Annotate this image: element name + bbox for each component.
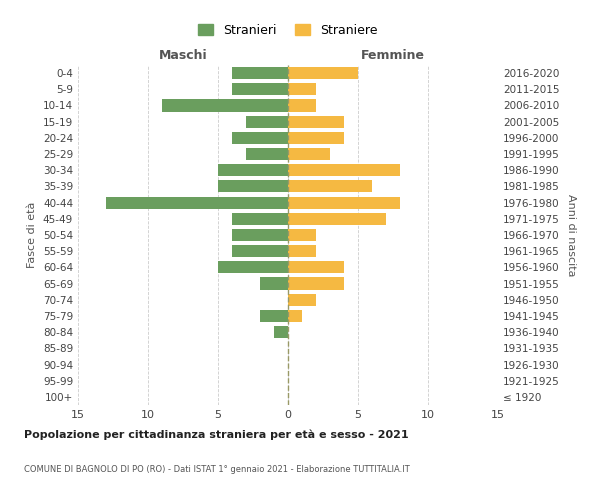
- Bar: [288, 245, 316, 258]
- Bar: [162, 100, 288, 112]
- Bar: [218, 262, 288, 274]
- Y-axis label: Fasce di età: Fasce di età: [28, 202, 37, 268]
- Bar: [106, 196, 288, 208]
- Bar: [246, 116, 288, 128]
- Bar: [288, 212, 386, 225]
- Bar: [218, 164, 288, 176]
- Bar: [232, 245, 288, 258]
- Text: Femmine: Femmine: [361, 49, 425, 62]
- Bar: [260, 310, 288, 322]
- Bar: [288, 310, 302, 322]
- Bar: [288, 164, 400, 176]
- Bar: [232, 83, 288, 96]
- Bar: [274, 326, 288, 338]
- Bar: [288, 180, 372, 192]
- Bar: [288, 278, 344, 289]
- Bar: [218, 180, 288, 192]
- Text: COMUNE DI BAGNOLO DI PO (RO) - Dati ISTAT 1° gennaio 2021 - Elaborazione TUTTITA: COMUNE DI BAGNOLO DI PO (RO) - Dati ISTA…: [24, 465, 410, 474]
- Y-axis label: Anni di nascita: Anni di nascita: [566, 194, 576, 276]
- Bar: [232, 67, 288, 79]
- Bar: [288, 132, 344, 144]
- Bar: [288, 100, 316, 112]
- Bar: [288, 229, 316, 241]
- Bar: [288, 262, 344, 274]
- Bar: [288, 148, 330, 160]
- Bar: [288, 294, 316, 306]
- Bar: [288, 83, 316, 96]
- Bar: [246, 148, 288, 160]
- Legend: Stranieri, Straniere: Stranieri, Straniere: [198, 24, 378, 36]
- Bar: [260, 278, 288, 289]
- Bar: [288, 116, 344, 128]
- Text: Popolazione per cittadinanza straniera per età e sesso - 2021: Popolazione per cittadinanza straniera p…: [24, 430, 409, 440]
- Bar: [288, 196, 400, 208]
- Bar: [232, 229, 288, 241]
- Bar: [232, 132, 288, 144]
- Bar: [232, 212, 288, 225]
- Bar: [288, 67, 358, 79]
- Text: Maschi: Maschi: [158, 49, 208, 62]
